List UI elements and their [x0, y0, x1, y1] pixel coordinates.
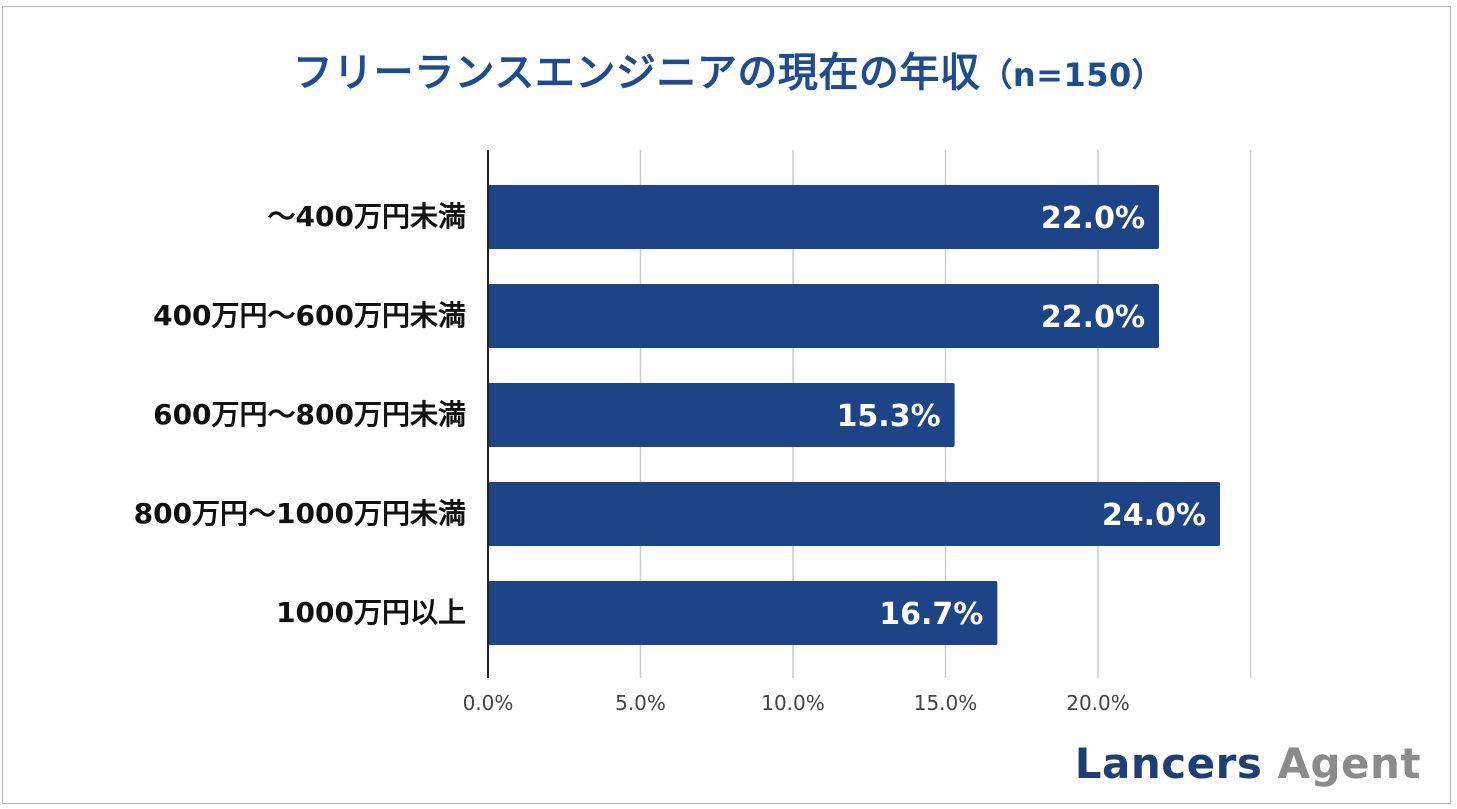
bar-value-label: 15.3% [837, 399, 941, 434]
bar [488, 482, 1220, 546]
bar-value-label: 24.0% [1102, 498, 1206, 533]
chart-title-sample-size: （n=150） [980, 56, 1165, 94]
x-tick-label: 15.0% [914, 691, 978, 715]
bar-value-label: 22.0% [1041, 201, 1145, 236]
category-label: 1000万円以上 [276, 596, 466, 629]
logo-word-agent: Agent [1277, 739, 1421, 788]
bar-value-label: 22.0% [1041, 300, 1145, 335]
category-label: 400万円～600万円未満 [153, 299, 466, 332]
chart-title-main: フリーランスエンジニアの現在の年収 [292, 50, 981, 96]
bar [488, 383, 955, 447]
x-tick-label: 0.0% [463, 691, 514, 715]
x-tick-label: 10.0% [761, 691, 825, 715]
category-label: ～400万円未満 [267, 200, 466, 233]
chart-title: フリーランスエンジニアの現在の年収（n=150） [0, 48, 1457, 100]
bar [488, 284, 1159, 348]
bar [488, 185, 1159, 249]
logo-word-lancers: Lancers [1074, 739, 1263, 788]
bar [488, 581, 998, 645]
category-label: 800万円～1000万円未満 [133, 497, 466, 530]
category-label: 600万円～800万円未満 [153, 398, 466, 431]
lancers-agent-logo: Lancers Agent [1075, 736, 1421, 792]
x-tick-label: 5.0% [615, 691, 666, 715]
x-tick-label: 20.0% [1066, 691, 1130, 715]
bar-value-label: 16.7% [879, 597, 983, 632]
